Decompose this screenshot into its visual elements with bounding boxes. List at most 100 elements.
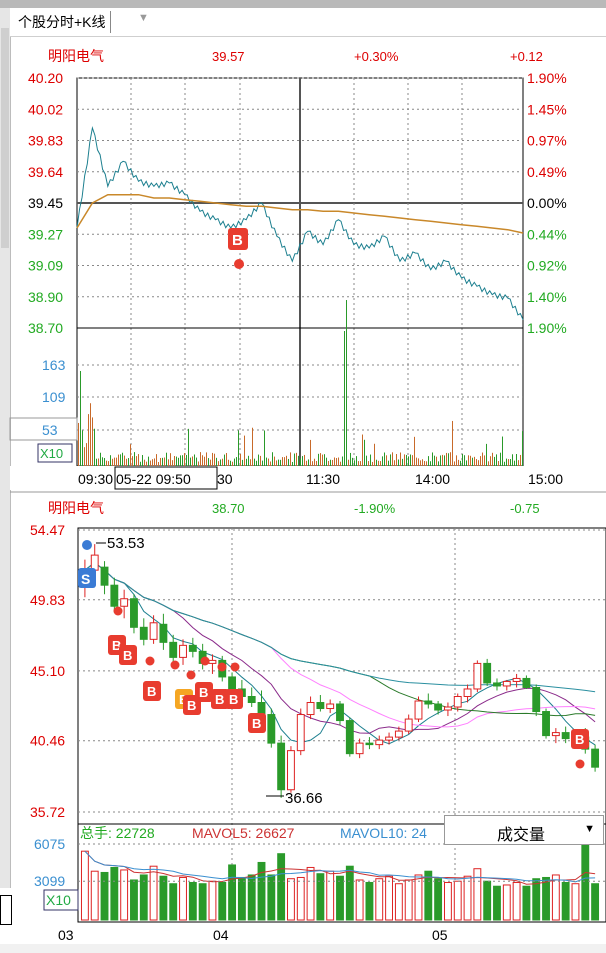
intraday-vol-bar	[256, 460, 257, 466]
intraday-pct-tick: 0.49%	[527, 164, 567, 180]
intraday-vol-bar	[428, 456, 429, 466]
vol-total: 总手: 22728	[80, 825, 155, 841]
intraday-vol-bar	[464, 455, 465, 466]
b-signal-marker[interactable]	[225, 689, 243, 709]
kvol-scale-box[interactable]	[43, 889, 79, 911]
intraday-vol-bar	[516, 454, 517, 466]
b-signal-label: B	[123, 648, 132, 663]
signal-dot	[575, 759, 585, 769]
intraday-vol-bar	[438, 461, 439, 466]
avg-price-line	[76, 193, 524, 234]
b-signal-marker[interactable]	[143, 681, 161, 701]
intraday-vol-tick: 109	[42, 389, 66, 405]
kline-price-tick: 54.47	[30, 522, 65, 538]
time-cursor-box	[114, 466, 218, 490]
high-dot	[82, 540, 92, 550]
kvol-bar	[404, 879, 413, 921]
candle-body	[365, 742, 374, 746]
scrollbar-thumb[interactable]	[1, 28, 9, 248]
intraday-vol-bar	[196, 457, 197, 466]
intraday-vol-bar	[344, 331, 345, 466]
kvol-bar	[385, 875, 393, 921]
intraday-price: 39.57	[212, 49, 245, 64]
tab-intraday-kline[interactable]: 个股分时+K线	[14, 11, 111, 33]
candle-body	[551, 732, 560, 737]
intraday-grid	[77, 77, 523, 466]
b-signal-marker[interactable]	[211, 689, 229, 709]
intraday-vol-bar	[494, 456, 495, 466]
tab-dropdown-icon[interactable]: ▼	[138, 12, 149, 24]
intraday-vol-bar	[104, 457, 105, 466]
candle-body	[306, 702, 315, 716]
s-marker[interactable]	[78, 568, 96, 588]
high-label: 53.53	[107, 535, 145, 552]
intraday-vol-bar	[106, 460, 107, 466]
intraday-vol-bar	[188, 428, 189, 466]
kvol-bar	[473, 868, 482, 921]
intraday-vol-bar	[212, 452, 213, 466]
intraday-price-tick: 38.90	[28, 289, 63, 305]
intraday-vol-bar	[108, 461, 109, 466]
kvol-bar	[120, 869, 129, 921]
intraday-pct-tick: 0.00%	[527, 195, 567, 211]
indicator-dropdown[interactable]: 成交量 ▼	[444, 815, 604, 845]
intraday-vol-bar	[100, 452, 101, 466]
kvol-bar	[130, 879, 138, 921]
intraday-vol-bar	[354, 460, 355, 466]
kvol-bar	[316, 873, 325, 921]
intraday-vol-bar	[174, 455, 175, 466]
intraday-vol-bar	[122, 452, 123, 466]
b-signal-marker[interactable]	[571, 729, 589, 749]
intraday-vol-bar	[260, 455, 261, 466]
left-scrollbar[interactable]	[0, 8, 11, 888]
month-tick-03: 03	[58, 927, 74, 943]
kvol-bar	[502, 884, 511, 921]
intraday-vol-bar	[440, 455, 441, 466]
intraday-vol-bar	[282, 457, 283, 466]
intraday-vol-bar	[362, 434, 363, 466]
candle-body	[443, 706, 452, 711]
intraday-vol-bar	[448, 453, 449, 466]
mavol10-line	[84, 850, 596, 883]
intraday-vol-bar	[148, 456, 149, 466]
intraday-vol-bar	[340, 461, 341, 466]
candle-body	[375, 739, 384, 746]
intraday-vol-bar	[342, 456, 343, 466]
kvol-bar	[267, 874, 276, 921]
signal-dot	[113, 606, 123, 616]
b-signal-marker[interactable]	[195, 682, 213, 702]
intraday-vol-bar	[90, 403, 91, 466]
intraday-vol-bar	[386, 455, 387, 466]
intraday-vol-bar	[302, 456, 303, 466]
kvol-scale: X10	[46, 892, 71, 908]
intraday-vol-bar	[388, 460, 389, 466]
kvol-bar	[463, 875, 472, 921]
intraday-vol-bar	[300, 458, 301, 466]
intraday-vol-bar	[84, 447, 85, 466]
intraday-b-marker[interactable]	[228, 228, 248, 250]
intraday-vol-bar	[120, 454, 121, 466]
intraday-vol-bar	[444, 455, 445, 466]
kline-price-tick: 40.46	[30, 733, 65, 749]
month-tick-04: 04	[213, 927, 229, 943]
intraday-vol-bar	[470, 455, 471, 466]
b-signal-marker[interactable]	[119, 645, 137, 665]
intraday-vol-bar	[360, 461, 361, 466]
intraday-vol-bar	[216, 457, 217, 466]
intraday-vol-bar	[178, 457, 179, 466]
intraday-vol-bar	[246, 458, 247, 466]
signal-dot	[217, 662, 227, 672]
intraday-vol-bar	[484, 455, 485, 466]
intraday-vol-bar	[142, 455, 143, 466]
time-tick-suffix: 30	[217, 471, 233, 487]
b-signal-marker[interactable]	[248, 713, 266, 733]
intraday-vol-bar	[310, 439, 311, 466]
intraday-vol-bar	[242, 459, 243, 466]
intraday-vol-bar	[162, 457, 163, 466]
intraday-vol-scale-box[interactable]	[37, 443, 73, 463]
vol-mavol5: MAVOL5: 26627	[192, 825, 295, 841]
intraday-vol-bar	[206, 452, 207, 466]
intraday-vol-scale: X10	[40, 446, 63, 461]
intraday-vol-bar	[468, 455, 469, 466]
